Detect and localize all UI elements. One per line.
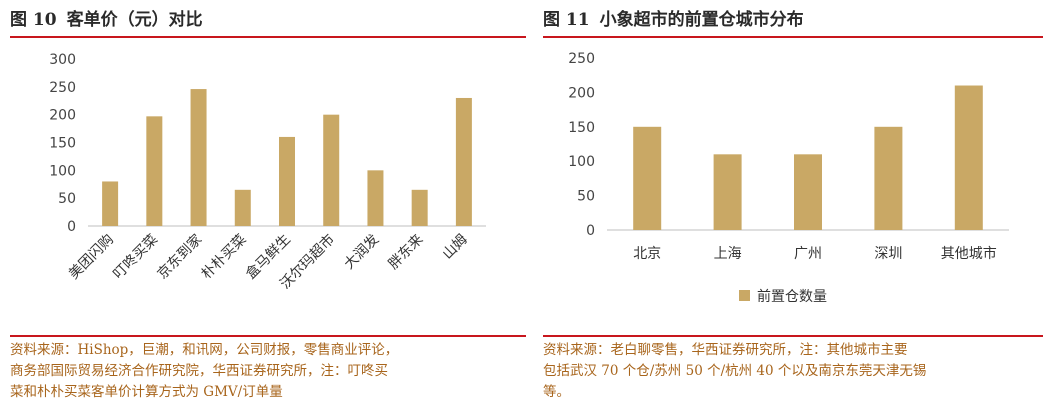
bar xyxy=(234,189,251,226)
left-source-rule xyxy=(10,335,526,337)
x-tick-label: 其他城市 xyxy=(941,245,997,262)
x-tick-label: 叮咚买菜 xyxy=(110,232,161,283)
x-tick-label: 上海 xyxy=(714,246,742,262)
x-tick-label: 朴朴买菜 xyxy=(199,232,250,283)
y-tick-label: 50 xyxy=(58,191,76,207)
y-tick-label: 250 xyxy=(49,80,76,96)
right-source-rule xyxy=(543,335,1043,337)
y-tick-label: 100 xyxy=(49,163,76,179)
left-bar-chart: 050100150200250300美团闪购叮咚买菜京东到家朴朴买菜盒马鲜生沃尔… xyxy=(49,52,486,292)
right-figure-title: 图 11 小象超市的前置仓城市分布 xyxy=(543,8,804,32)
bar xyxy=(794,154,822,230)
right-source-note: 资料来源：老白聊零售，华西证券研究所，注：其他城市主要 包括武汉 70 个仓/苏… xyxy=(543,342,927,400)
x-tick-label: 广州 xyxy=(794,246,822,262)
bar xyxy=(713,154,742,230)
left-figure-panel: 图 10 客单价（元）对比 0 50 100 150 200 250 300 美团闪购 叮咚买菜京… xyxy=(10,0,526,417)
right-figure-number: 图 11 xyxy=(543,10,590,30)
x-tick-label: 京东到家 xyxy=(154,231,206,283)
x-tick-label: 山姆 xyxy=(440,232,471,263)
right-figure-panel: 图 11 小象超市的前置仓城市分布 0 50 100 150 200 250 北京 上海 广州 深圳… xyxy=(543,0,1043,417)
y-tick-label: 100 xyxy=(568,154,595,170)
left-title-rule xyxy=(10,36,526,38)
x-tick-label: 深圳 xyxy=(874,246,902,262)
right-title-rule xyxy=(543,36,1043,38)
x-tick-label: 胖东来 xyxy=(385,232,426,273)
left-source-note: 资料来源：HiShop，巨潮，和讯网，公司财报，零售商业评论， 商务部国际贸易经… xyxy=(10,342,399,400)
bar xyxy=(279,136,295,226)
y-tick-label: 150 xyxy=(49,136,76,152)
bar xyxy=(146,116,163,226)
y-tick-label: 150 xyxy=(568,120,595,136)
bar xyxy=(411,189,428,226)
y-tick-label: 250 xyxy=(568,51,595,67)
y-tick-label: 300 xyxy=(49,52,76,68)
right-figure-caption: 小象超市的前置仓城市分布 xyxy=(599,10,804,30)
y-tick-label: 50 xyxy=(577,189,595,205)
x-tick-label: 大润发 xyxy=(341,232,382,273)
legend-swatch xyxy=(739,290,750,301)
bar xyxy=(190,89,207,226)
bar xyxy=(455,97,472,226)
y-tick-label: 200 xyxy=(568,85,595,101)
y-tick-label: 200 xyxy=(49,108,76,124)
bar xyxy=(102,181,119,226)
bar xyxy=(323,114,340,226)
legend-label: 前置仓数量 xyxy=(757,288,827,305)
bar xyxy=(633,126,662,230)
y-tick-label: 0 xyxy=(67,219,76,235)
bar xyxy=(367,170,384,226)
left-figure-title: 图 10 客单价（元）对比 xyxy=(10,8,203,32)
left-figure-number: 图 10 xyxy=(10,10,57,30)
bar xyxy=(874,126,903,230)
left-figure-caption: 客单价（元）对比 xyxy=(66,10,203,30)
x-tick-label: 北京 xyxy=(633,246,661,262)
x-tick-label: 美团闪购 xyxy=(66,232,117,283)
y-tick-label: 0 xyxy=(586,223,595,239)
bar xyxy=(954,85,983,231)
